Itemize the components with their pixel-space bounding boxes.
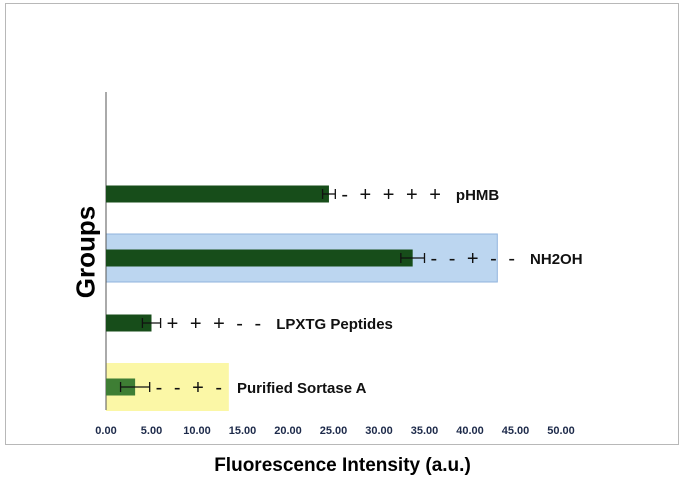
annotation-0: - + + + + (341, 184, 444, 206)
category-label-2: LPXTG Peptides (276, 316, 393, 333)
x-axis-label: Fluorescence Intensity (a.u.) (214, 455, 471, 476)
x-tick-label-5: 25.00 (320, 425, 348, 437)
category-label-1: NH2OH (530, 251, 583, 268)
x-tick-label-0: 0.00 (95, 425, 116, 437)
chart-frame (5, 3, 679, 445)
error-bar-1 (400, 253, 426, 263)
x-tick-label-8: 40.00 (456, 425, 484, 437)
x-tick-label-6: 30.00 (365, 425, 393, 437)
x-tick-label-2: 10.00 (183, 425, 211, 437)
error-bar-3 (119, 382, 151, 392)
annotation-3: - - + - (156, 377, 225, 399)
bar-2 (106, 314, 152, 332)
x-tick-label-4: 20.00 (274, 425, 302, 437)
category-label-0: pHMB (456, 187, 499, 204)
x-tick-label-9: 45.00 (502, 425, 530, 437)
bar-0 (106, 185, 329, 203)
annotation-2: + + + - - (167, 313, 265, 335)
x-tick-label-7: 35.00 (411, 425, 439, 437)
x-tick-label-3: 15.00 (229, 425, 257, 437)
bar-1 (106, 249, 413, 267)
x-tick-label-1: 5.00 (141, 425, 162, 437)
y-axis-label: Groups (70, 205, 101, 299)
error-bar-0 (321, 189, 336, 199)
category-label-3: Purified Sortase A (237, 380, 367, 397)
error-bar-2 (141, 318, 162, 328)
annotation-1: - - + - - (431, 248, 519, 270)
x-tick-label-10: 50.00 (547, 425, 575, 437)
